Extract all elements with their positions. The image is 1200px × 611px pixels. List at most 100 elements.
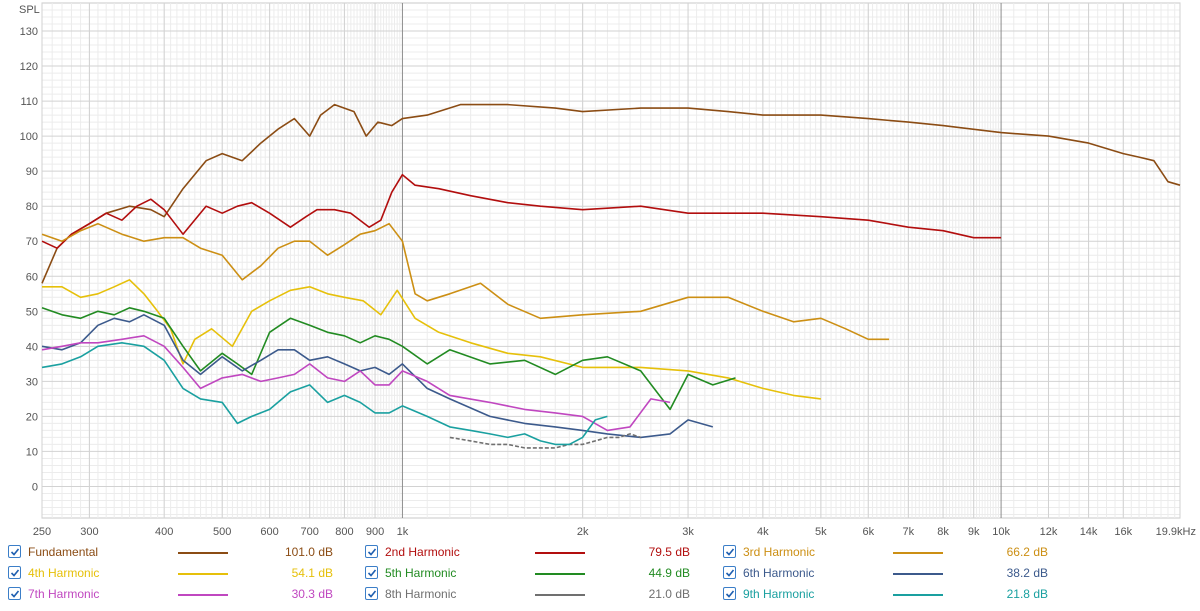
legend-swatch (893, 594, 943, 596)
series-line-6th-harmonic (41, 313, 714, 439)
legend-item-7th-harmonic: 7th Harmonic 30.3 dB (8, 585, 348, 605)
legend-swatch (893, 573, 943, 575)
legend-swatch (535, 594, 585, 596)
x-tick-label: 19.9kHz (1156, 526, 1196, 538)
legend-item-8th-harmonic: 8th Harmonic 21.0 dB (365, 585, 705, 605)
legend-label: 3rd Harmonic (743, 545, 816, 559)
series-line-2nd-harmonic (41, 173, 1002, 249)
legend-checkbox-8th-harmonic[interactable] (365, 587, 378, 600)
legend-item-6th-harmonic: 6th Harmonic 38.2 dB (723, 564, 1063, 584)
x-tick-label: 300 (80, 526, 98, 538)
x-tick-label: 1k (397, 526, 409, 538)
y-axis-title: SPL (19, 4, 40, 16)
x-tick-label: 5k (815, 526, 827, 538)
x-tick-label: 6k (862, 526, 874, 538)
legend-checkbox-7th-harmonic[interactable] (8, 587, 21, 600)
series-line-7th-harmonic (41, 334, 671, 432)
y-tick-label: 130 (20, 26, 38, 38)
legend-swatch (178, 594, 228, 596)
y-tick-label: 110 (20, 96, 38, 108)
x-tick-label: 250 (33, 526, 51, 538)
x-tick-label: 8k (937, 526, 949, 538)
y-tick-label: 70 (26, 236, 38, 248)
x-tick-label: 600 (260, 526, 278, 538)
legend-item-3rd-harmonic: 3rd Harmonic 66.2 dB (723, 543, 1063, 563)
legend-label: 6th Harmonic (743, 566, 815, 580)
y-tick-label: 60 (26, 271, 38, 283)
x-tick-label: 10k (992, 526, 1010, 538)
y-tick-label: 40 (26, 341, 38, 353)
checkmark-icon (10, 548, 20, 556)
series-line-9th-harmonic (41, 341, 608, 446)
y-tick-label: 30 (26, 376, 38, 388)
x-tick-label: 16k (1114, 526, 1132, 538)
legend-checkbox-4th-harmonic[interactable] (8, 566, 21, 579)
legend-label: 4th Harmonic (28, 566, 100, 580)
legend-checkbox-9th-harmonic[interactable] (723, 587, 736, 600)
x-tick-label: 9k (968, 526, 980, 538)
legend-label: 2nd Harmonic (385, 545, 460, 559)
x-tick-label: 3k (682, 526, 694, 538)
legend-swatch (893, 552, 943, 554)
legend-value: 79.5 dB (648, 545, 690, 559)
x-tick-label: 2k (577, 526, 589, 538)
legend-item-fundamental: Fundamental 101.0 dB (8, 543, 348, 563)
x-tick-label: 400 (155, 526, 173, 538)
legend-item-5th-harmonic: 5th Harmonic 44.9 dB (365, 564, 705, 584)
y-tick-label: 20 (26, 411, 38, 423)
legend-checkbox-3rd-harmonic[interactable] (723, 545, 736, 558)
y-tick-label: 90 (26, 166, 38, 178)
grid-major (41, 3, 1181, 518)
series-line-fundamental (41, 103, 1181, 284)
grid-minor (42, 3, 1180, 518)
series-line-4th-harmonic (42, 278, 822, 400)
legend-swatch (535, 552, 585, 554)
y-tick-label: 100 (20, 131, 38, 143)
x-tick-label: 700 (301, 526, 319, 538)
x-tick-label: 900 (366, 526, 384, 538)
legend-label: 5th Harmonic (385, 566, 457, 580)
x-tick-label: 14k (1080, 526, 1098, 538)
legend-value: 54.1 dB (291, 566, 333, 580)
x-tick-label: 500 (213, 526, 231, 538)
checkmark-icon (725, 569, 735, 577)
series-layer (41, 103, 1181, 449)
checkmark-icon (367, 548, 377, 556)
legend-label: 7th Harmonic (28, 587, 100, 601)
legend-label: 9th Harmonic (743, 587, 815, 601)
x-tick-label: 12k (1040, 526, 1058, 538)
series-line-5th-harmonic (41, 306, 736, 411)
checkmark-icon (725, 548, 735, 556)
legend-item-4th-harmonic: 4th Harmonic 54.1 dB (8, 564, 348, 584)
legend-checkbox-fundamental[interactable] (8, 545, 21, 558)
y-tick-label: 0 (32, 481, 38, 493)
checkmark-icon (10, 590, 20, 598)
y-tick-label: 80 (26, 201, 38, 213)
legend-value: 30.3 dB (291, 587, 333, 601)
legend-checkbox-5th-harmonic[interactable] (365, 566, 378, 579)
legend-checkbox-2nd-harmonic[interactable] (365, 545, 378, 558)
y-tick-label: 120 (20, 61, 38, 73)
legend-swatch (178, 573, 228, 575)
spl-chart: 0 10 20 30 40 50 60 70 80 90 100 110 120 130 250 300 40… (19, 2, 1196, 538)
x-tick-label: 800 (335, 526, 353, 538)
checkmark-icon (367, 590, 377, 598)
legend-label: Fundamental (28, 545, 99, 559)
checkmark-icon (367, 569, 377, 577)
x-tick-label: 4k (757, 526, 769, 538)
checkmark-icon (725, 590, 735, 598)
legend-value: 21.0 dB (648, 587, 690, 601)
legend-swatch (535, 573, 585, 575)
series-line-8th-harmonic (449, 433, 641, 449)
legend-value: 101.0 dB (284, 545, 333, 559)
legend-label: 8th Harmonic (385, 587, 457, 601)
legend-value: 38.2 dB (1006, 566, 1048, 580)
legend-value: 44.9 dB (648, 566, 690, 580)
series-line-3rd-harmonic (41, 222, 890, 341)
checkmark-icon (10, 569, 20, 577)
legend-value: 21.8 dB (1006, 587, 1048, 601)
legend-item-2nd-harmonic: 2nd Harmonic 79.5 dB (365, 543, 705, 563)
y-tick-label: 50 (26, 306, 38, 318)
legend-checkbox-6th-harmonic[interactable] (723, 566, 736, 579)
legend-swatch (178, 552, 228, 554)
